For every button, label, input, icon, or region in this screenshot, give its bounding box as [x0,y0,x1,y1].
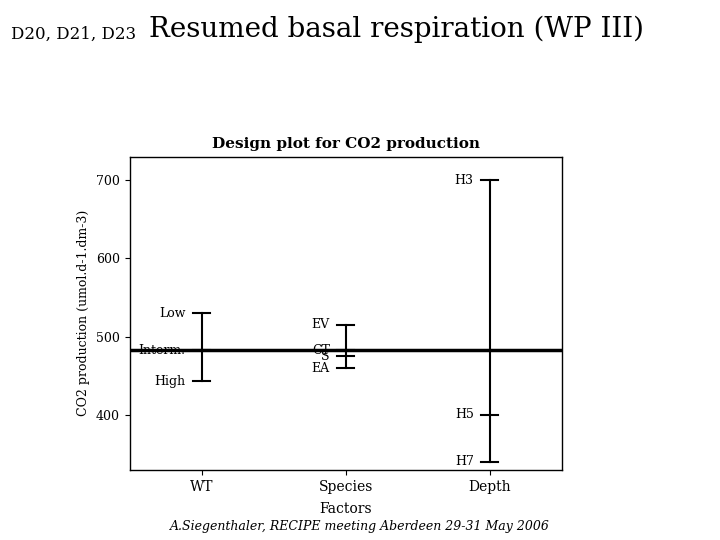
Text: High: High [155,375,186,388]
Text: EV: EV [312,319,330,332]
Text: H5: H5 [455,408,474,422]
Text: H7: H7 [455,455,474,469]
X-axis label: Factors: Factors [319,502,372,516]
Text: CT: CT [312,343,330,356]
Text: S: S [321,350,330,363]
Text: A.Siegenthaler, RECIPE meeting Aberdeen 29-31 May 2006: A.Siegenthaler, RECIPE meeting Aberdeen … [170,520,550,533]
Text: Resumed basal respiration (WP III): Resumed basal respiration (WP III) [148,16,644,43]
Text: Low: Low [159,307,186,320]
Text: Interm.: Interm. [139,343,186,356]
Text: EA: EA [312,361,330,375]
Text: D20, D21, D23: D20, D21, D23 [11,26,136,43]
Text: H3: H3 [455,173,474,187]
Y-axis label: CO2 production (umol.d-1.dm-3): CO2 production (umol.d-1.dm-3) [77,210,90,416]
Title: Design plot for CO2 production: Design plot for CO2 production [212,137,480,151]
